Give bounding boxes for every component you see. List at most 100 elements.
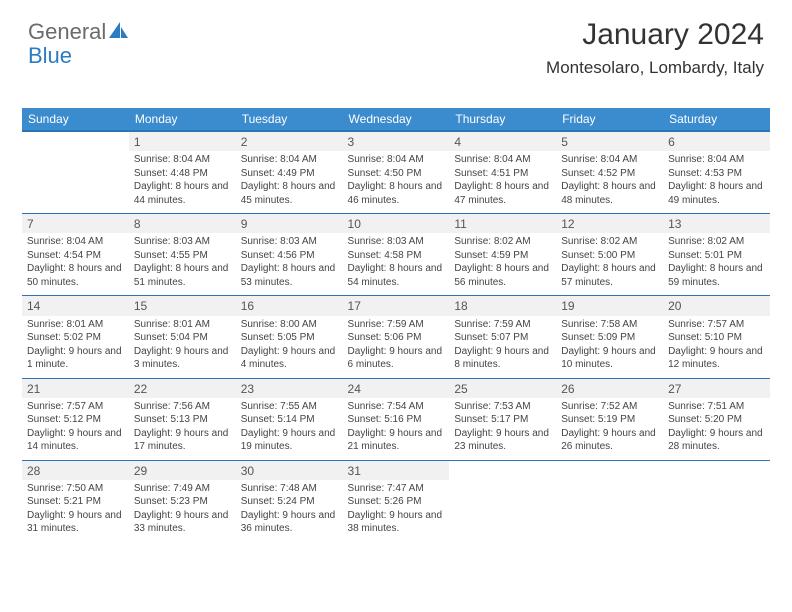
daylight-line: Daylight: 9 hours and 10 minutes. xyxy=(561,345,658,372)
day-cell: 13Sunrise: 8:02 AMSunset: 5:01 PMDayligh… xyxy=(663,214,770,296)
day-number: 18 xyxy=(449,296,556,315)
sunrise-line: Sunrise: 7:57 AM xyxy=(27,400,124,414)
sunrise-line: Sunrise: 8:03 AM xyxy=(134,235,231,249)
sunset-line: Sunset: 4:50 PM xyxy=(348,167,445,181)
sunrise-line: Sunrise: 7:59 AM xyxy=(454,318,551,332)
page-header: January 2024 Montesolaro, Lombardy, Ital… xyxy=(546,18,764,78)
sunrise-line: Sunrise: 8:04 AM xyxy=(454,153,551,167)
weekday-sunday: Sunday xyxy=(22,108,129,131)
sunrise-line: Sunrise: 7:47 AM xyxy=(348,482,445,496)
daylight-line: Daylight: 9 hours and 8 minutes. xyxy=(454,345,551,372)
day-number: 14 xyxy=(22,296,129,315)
sunrise-line: Sunrise: 8:01 AM xyxy=(134,318,231,332)
day-cell: 23Sunrise: 7:55 AMSunset: 5:14 PMDayligh… xyxy=(236,378,343,460)
day-number: 26 xyxy=(556,379,663,398)
empty-cell xyxy=(556,460,663,542)
weekday-tuesday: Tuesday xyxy=(236,108,343,131)
weekday-thursday: Thursday xyxy=(449,108,556,131)
daylight-line: Daylight: 9 hours and 3 minutes. xyxy=(134,345,231,372)
day-number: 21 xyxy=(22,379,129,398)
sunset-line: Sunset: 4:51 PM xyxy=(454,167,551,181)
weekday-friday: Friday xyxy=(556,108,663,131)
day-number: 31 xyxy=(343,461,450,480)
sunset-line: Sunset: 4:53 PM xyxy=(668,167,765,181)
day-cell: 27Sunrise: 7:51 AMSunset: 5:20 PMDayligh… xyxy=(663,378,770,460)
calendar-row: 7Sunrise: 8:04 AMSunset: 4:54 PMDaylight… xyxy=(22,214,770,296)
sunrise-line: Sunrise: 7:56 AM xyxy=(134,400,231,414)
sunset-line: Sunset: 5:10 PM xyxy=(668,331,765,345)
daylight-line: Daylight: 9 hours and 19 minutes. xyxy=(241,427,338,454)
logo-text-gray: General xyxy=(28,19,106,44)
page-title: January 2024 xyxy=(546,18,764,52)
day-number: 11 xyxy=(449,214,556,233)
sunrise-line: Sunrise: 7:48 AM xyxy=(241,482,338,496)
sunrise-line: Sunrise: 7:52 AM xyxy=(561,400,658,414)
empty-cell xyxy=(449,460,556,542)
daylight-line: Daylight: 9 hours and 1 minute. xyxy=(27,345,124,372)
sunrise-line: Sunrise: 8:04 AM xyxy=(561,153,658,167)
daylight-line: Daylight: 8 hours and 56 minutes. xyxy=(454,262,551,289)
day-cell: 26 Sunrise: 7:52 AMSunset: 5:19 PMDayligh… xyxy=(556,378,663,460)
daylight-line: Daylight: 9 hours and 28 minutes. xyxy=(668,427,765,454)
day-number: 17 xyxy=(343,296,450,315)
day-number: 13 xyxy=(663,214,770,233)
calendar-row: 28Sunrise: 7:50 AMSunset: 5:21 PMDayligh… xyxy=(22,460,770,542)
weekday-saturday: Saturday xyxy=(663,108,770,131)
day-cell: 6Sunrise: 8:04 AMSunset: 4:53 PMDaylight… xyxy=(663,131,770,214)
sunrise-line: Sunrise: 8:04 AM xyxy=(27,235,124,249)
day-cell: 1Sunrise: 8:04 AMSunset: 4:48 PMDaylight… xyxy=(129,131,236,214)
sunset-line: Sunset: 5:19 PM xyxy=(561,413,658,427)
day-cell: 7Sunrise: 8:04 AMSunset: 4:54 PMDaylight… xyxy=(22,214,129,296)
day-number: 5 xyxy=(556,132,663,151)
sunrise-line: Sunrise: 8:03 AM xyxy=(348,235,445,249)
sunset-line: Sunset: 5:13 PM xyxy=(134,413,231,427)
day-cell: 15Sunrise: 8:01 AMSunset: 5:04 PMDayligh… xyxy=(129,296,236,378)
day-cell: 30Sunrise: 7:48 AMSunset: 5:24 PMDayligh… xyxy=(236,460,343,542)
day-cell: 4Sunrise: 8:04 AMSunset: 4:51 PMDaylight… xyxy=(449,131,556,214)
weekday-monday: Monday xyxy=(129,108,236,131)
sunrise-line: Sunrise: 7:51 AM xyxy=(668,400,765,414)
day-number: 25 xyxy=(449,379,556,398)
daylight-line: Daylight: 8 hours and 51 minutes. xyxy=(134,262,231,289)
calendar-container: SundayMondayTuesdayWednesdayThursdayFrid… xyxy=(22,108,770,542)
empty-cell xyxy=(22,131,129,214)
daylight-line: Daylight: 9 hours and 14 minutes. xyxy=(27,427,124,454)
daylight-line: Daylight: 8 hours and 45 minutes. xyxy=(241,180,338,207)
day-cell: 22Sunrise: 7:56 AMSunset: 5:13 PMDayligh… xyxy=(129,378,236,460)
day-number: 30 xyxy=(236,461,343,480)
day-number: 28 xyxy=(22,461,129,480)
sunset-line: Sunset: 5:00 PM xyxy=(561,249,658,263)
day-number: 23 xyxy=(236,379,343,398)
day-number: 16 xyxy=(236,296,343,315)
sunset-line: Sunset: 5:24 PM xyxy=(241,495,338,509)
day-number: 15 xyxy=(129,296,236,315)
daylight-line: Daylight: 8 hours and 49 minutes. xyxy=(668,180,765,207)
sunset-line: Sunset: 5:21 PM xyxy=(27,495,124,509)
calendar-body: 1Sunrise: 8:04 AMSunset: 4:48 PMDaylight… xyxy=(22,131,770,542)
sunrise-line: Sunrise: 8:04 AM xyxy=(134,153,231,167)
calendar-row: 21Sunrise: 7:57 AMSunset: 5:12 PMDayligh… xyxy=(22,378,770,460)
day-cell: 16Sunrise: 8:00 AMSunset: 5:05 PMDayligh… xyxy=(236,296,343,378)
day-cell: 5Sunrise: 8:04 AMSunset: 4:52 PMDaylight… xyxy=(556,131,663,214)
day-number: 19 xyxy=(556,296,663,315)
daylight-line: Daylight: 9 hours and 4 minutes. xyxy=(241,345,338,372)
sunrise-line: Sunrise: 7:55 AM xyxy=(241,400,338,414)
sunrise-line: Sunrise: 8:04 AM xyxy=(241,153,338,167)
day-cell: 17Sunrise: 7:59 AMSunset: 5:06 PMDayligh… xyxy=(343,296,450,378)
day-number: 20 xyxy=(663,296,770,315)
day-cell: 2Sunrise: 8:04 AMSunset: 4:49 PMDaylight… xyxy=(236,131,343,214)
weekday-header-row: SundayMondayTuesdayWednesdayThursdayFrid… xyxy=(22,108,770,131)
sunrise-line: Sunrise: 7:57 AM xyxy=(668,318,765,332)
day-cell: 28Sunrise: 7:50 AMSunset: 5:21 PMDayligh… xyxy=(22,460,129,542)
sunrise-line: Sunrise: 8:04 AM xyxy=(348,153,445,167)
day-cell: 9Sunrise: 8:03 AMSunset: 4:56 PMDaylight… xyxy=(236,214,343,296)
sunset-line: Sunset: 4:48 PM xyxy=(134,167,231,181)
daylight-line: Daylight: 8 hours and 57 minutes. xyxy=(561,262,658,289)
sunset-line: Sunset: 5:17 PM xyxy=(454,413,551,427)
daylight-line: Daylight: 9 hours and 17 minutes. xyxy=(134,427,231,454)
daylight-line: Daylight: 9 hours and 21 minutes. xyxy=(348,427,445,454)
day-number: 10 xyxy=(343,214,450,233)
daylight-line: Daylight: 9 hours and 26 minutes. xyxy=(561,427,658,454)
day-number: 12 xyxy=(556,214,663,233)
sunset-line: Sunset: 4:56 PM xyxy=(241,249,338,263)
